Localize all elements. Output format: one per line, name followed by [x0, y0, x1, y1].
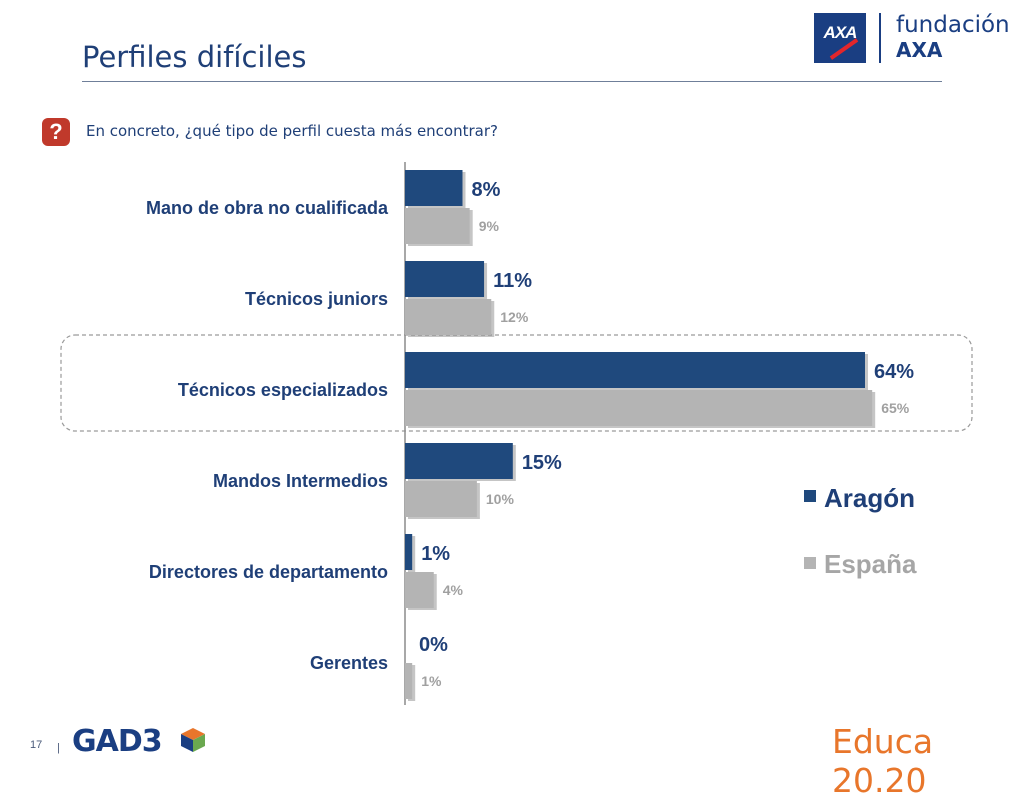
page-title: Perfiles difíciles [82, 40, 307, 74]
bar-aragon [405, 534, 413, 570]
axa-logo: AXA [814, 13, 866, 63]
fundacion-label: fundación [896, 12, 1010, 38]
bar-espana [405, 572, 434, 608]
footer-separator: | [57, 742, 60, 754]
bar-espana [405, 208, 470, 244]
question-mark-icon: ? [42, 118, 70, 146]
educa-logo: Educa 20.20 [832, 722, 934, 800]
category-label: Técnicos especializados [178, 380, 388, 400]
bar-aragon [405, 352, 865, 388]
legend-label-aragon: Aragón [824, 483, 915, 513]
category-label: Directores de departamento [149, 562, 388, 582]
data-label-aragon: 1% [421, 543, 450, 565]
highlight-box [60, 334, 973, 432]
data-label-espana: 1% [421, 673, 442, 689]
page-number: 17 [30, 739, 43, 751]
question-text: En concreto, ¿qué tipo de perfil cuesta … [86, 122, 498, 140]
bar-espana [405, 663, 413, 699]
legend-label-espana: España [824, 549, 917, 579]
data-label-aragon: 64% [874, 361, 914, 383]
bar-espana [405, 299, 492, 335]
bar-chart: Mano de obra no cualificada 8% 9% Técnicos … [60, 162, 973, 705]
category-label: Mandos Intermedios [213, 471, 388, 491]
bar-espana [405, 481, 477, 517]
data-label-aragon: 15% [522, 452, 562, 474]
data-label-espana: 4% [443, 582, 464, 598]
data-label-espana: 65% [881, 400, 910, 416]
bar-aragon [405, 170, 463, 206]
data-label-espana: 12% [500, 309, 529, 325]
category-label: Técnicos juniors [245, 289, 388, 309]
title-divider [82, 81, 942, 82]
legend-swatch-aragon [804, 490, 816, 502]
data-label-espana: 9% [479, 218, 500, 234]
bar-espana [405, 390, 873, 426]
category-label: Gerentes [310, 653, 388, 673]
axa-logo-text: AXA [823, 23, 858, 42]
gad3-cube-icon [181, 728, 205, 752]
data-label-aragon: 11% [493, 270, 532, 292]
data-label-aragon: 8% [472, 179, 501, 201]
bar-aragon [405, 443, 513, 479]
bar-aragon [405, 261, 485, 297]
category-label: Mano de obra no cualificada [146, 198, 389, 218]
gad3-logo: GAD3 [72, 724, 163, 759]
legend-swatch-espana [804, 557, 816, 569]
logo-divider [879, 13, 881, 63]
data-label-espana: 10% [486, 491, 515, 507]
data-label-aragon: 0% [419, 634, 448, 656]
fundacion-axa-label: AXA [896, 38, 943, 62]
